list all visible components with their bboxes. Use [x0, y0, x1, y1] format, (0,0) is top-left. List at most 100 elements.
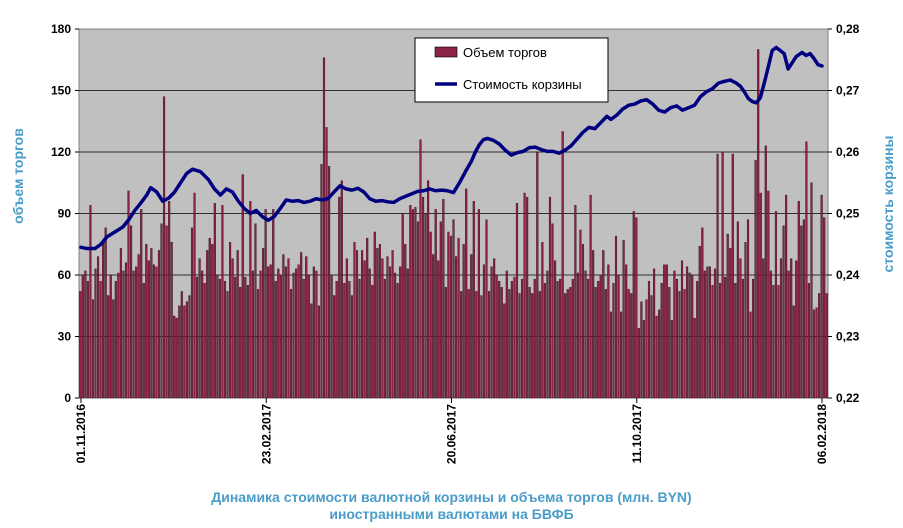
volume-bar: [790, 258, 793, 399]
volume-bar: [269, 264, 272, 399]
volume-bar: [168, 201, 171, 399]
volume-bar: [81, 274, 84, 399]
volume-bar: [376, 248, 379, 399]
volume-bar: [305, 256, 308, 399]
volume-bar: [769, 270, 772, 399]
volume-bar: [246, 285, 249, 399]
right-tick-label: 0,24: [836, 268, 860, 282]
volume-bar: [779, 258, 783, 399]
volume-bar: [480, 295, 483, 399]
volume-bar: [165, 225, 168, 399]
volume-bar: [505, 270, 508, 399]
volume-bar: [378, 244, 381, 399]
volume-bar: [338, 196, 341, 399]
volume-bar: [104, 227, 107, 399]
left-axis-title: объем торгов: [10, 128, 26, 224]
volume-bar: [282, 254, 285, 399]
volume-bar: [736, 221, 739, 399]
volume-bar: [404, 244, 407, 399]
volume-bar: [434, 209, 437, 399]
volume-bar: [752, 278, 755, 399]
volume-bar: [155, 266, 158, 399]
volume-bar: [569, 287, 572, 399]
volume-bar: [637, 328, 640, 399]
chart-title-line-2: иностранными валютами на БВФБ: [329, 506, 574, 522]
left-axis-ticks: 0 30 60 90 120 150 180: [51, 22, 79, 405]
right-tick-label: 0,22: [836, 391, 860, 405]
volume-bar: [454, 256, 458, 399]
volume-bar: [302, 278, 305, 399]
volume-bar: [122, 270, 125, 399]
volume-bar: [274, 280, 277, 399]
volume-bar: [805, 141, 808, 399]
volume-bar: [363, 260, 366, 399]
volume-bar: [203, 283, 206, 399]
volume-bar: [490, 266, 493, 399]
legend: Объем торгов Стоимость корзины: [414, 37, 609, 103]
volume-bar: [444, 287, 447, 399]
right-axis-title: стоимость корзины: [880, 135, 896, 272]
volume-bar: [526, 196, 529, 399]
volume-bar: [198, 258, 201, 399]
volume-bar: [112, 299, 115, 399]
volume-bar: [523, 192, 526, 399]
volume-bar: [543, 283, 546, 399]
volume-bar: [96, 256, 100, 399]
volume-bar: [249, 201, 252, 399]
volume-bar: [345, 258, 348, 399]
volume-bar: [642, 319, 645, 399]
volume-bar: [432, 254, 435, 399]
volume-bar: [188, 295, 191, 399]
volume-bar: [475, 291, 478, 399]
volume-bar: [310, 303, 313, 399]
volume-bar: [602, 250, 605, 399]
volume-bar: [350, 295, 354, 399]
legend-bar-label: Объем торгов: [463, 45, 547, 60]
volume-bar: [419, 139, 422, 399]
volume-bar: [292, 272, 295, 399]
volume-bar: [94, 268, 97, 399]
volume-bar: [467, 289, 470, 399]
left-tick-label: 180: [51, 22, 71, 36]
volume-bar: [574, 205, 577, 399]
volume-bar: [145, 244, 148, 399]
volume-bar: [335, 280, 338, 399]
volume-bar: [630, 293, 633, 399]
volume-bar: [114, 280, 117, 399]
volume-bar: [823, 217, 826, 399]
volume-bar: [348, 280, 351, 399]
volume-bar: [614, 235, 618, 399]
volume-bar: [599, 274, 602, 399]
volume-bar: [472, 201, 475, 399]
volume-bar: [587, 278, 590, 399]
volume-bar: [721, 151, 724, 399]
volume-bar: [195, 276, 199, 399]
chart-title: Динамика стоимости валютной корзины и об…: [0, 489, 903, 523]
volume-bar: [612, 283, 615, 399]
volume-bar: [632, 211, 635, 399]
volume-bar: [226, 291, 229, 399]
volume-bar: [635, 217, 638, 399]
volume-bar: [460, 291, 463, 399]
volume-bar: [447, 231, 450, 399]
volume-bar: [510, 280, 513, 399]
volume-bar: [371, 285, 374, 399]
volume-bar: [564, 293, 567, 399]
volume-bar: [129, 225, 133, 399]
volume-bar: [229, 242, 232, 399]
volume-bar: [201, 270, 204, 399]
volume-bar: [162, 96, 166, 399]
volume-bar: [617, 274, 620, 399]
volume-bar: [800, 225, 803, 399]
volume-bar: [406, 268, 409, 399]
volume-bar: [300, 252, 303, 399]
volume-bar: [825, 293, 828, 399]
volume-bar: [150, 248, 153, 399]
volume-bar: [487, 291, 491, 399]
volume-bar: [777, 285, 780, 399]
volume-bar: [190, 227, 194, 399]
volume-bar: [254, 223, 257, 399]
volume-bar: [99, 280, 102, 399]
volume-bar: [810, 182, 813, 399]
volume-bar: [462, 244, 465, 399]
